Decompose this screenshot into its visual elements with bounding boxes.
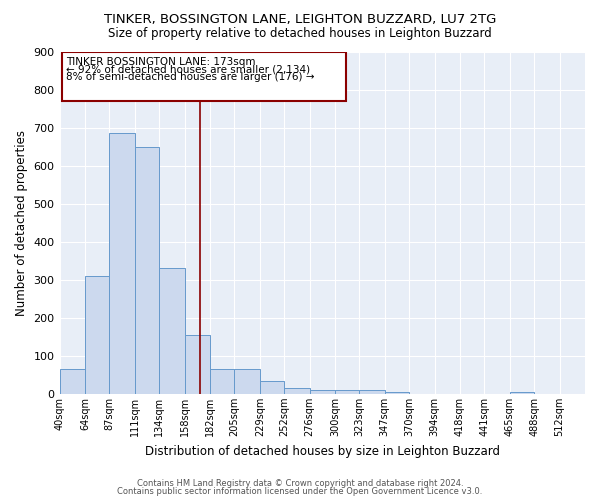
Bar xyxy=(185,335,210,394)
Bar xyxy=(235,369,260,394)
Bar xyxy=(109,134,135,394)
X-axis label: Distribution of detached houses by size in Leighton Buzzard: Distribution of detached houses by size … xyxy=(145,444,500,458)
Bar xyxy=(335,390,359,394)
Text: Contains public sector information licensed under the Open Government Licence v3: Contains public sector information licen… xyxy=(118,487,482,496)
Bar xyxy=(159,268,185,394)
Bar xyxy=(210,369,235,394)
Bar xyxy=(135,146,159,394)
Bar xyxy=(510,392,534,394)
Bar xyxy=(359,390,385,394)
Text: ← 92% of detached houses are smaller (2,134): ← 92% of detached houses are smaller (2,… xyxy=(66,64,310,74)
Bar xyxy=(85,276,109,394)
Bar xyxy=(260,380,284,394)
Text: 8% of semi-detached houses are larger (176) →: 8% of semi-detached houses are larger (1… xyxy=(66,72,314,82)
Text: Size of property relative to detached houses in Leighton Buzzard: Size of property relative to detached ho… xyxy=(108,28,492,40)
Bar xyxy=(385,392,409,394)
Bar xyxy=(59,369,85,394)
Text: TINKER BOSSINGTON LANE: 173sqm: TINKER BOSSINGTON LANE: 173sqm xyxy=(66,57,256,67)
Y-axis label: Number of detached properties: Number of detached properties xyxy=(15,130,28,316)
Bar xyxy=(310,390,335,394)
Bar xyxy=(284,388,310,394)
Text: Contains HM Land Registry data © Crown copyright and database right 2024.: Contains HM Land Registry data © Crown c… xyxy=(137,478,463,488)
Text: TINKER, BOSSINGTON LANE, LEIGHTON BUZZARD, LU7 2TG: TINKER, BOSSINGTON LANE, LEIGHTON BUZZAR… xyxy=(104,12,496,26)
FancyBboxPatch shape xyxy=(62,52,346,101)
